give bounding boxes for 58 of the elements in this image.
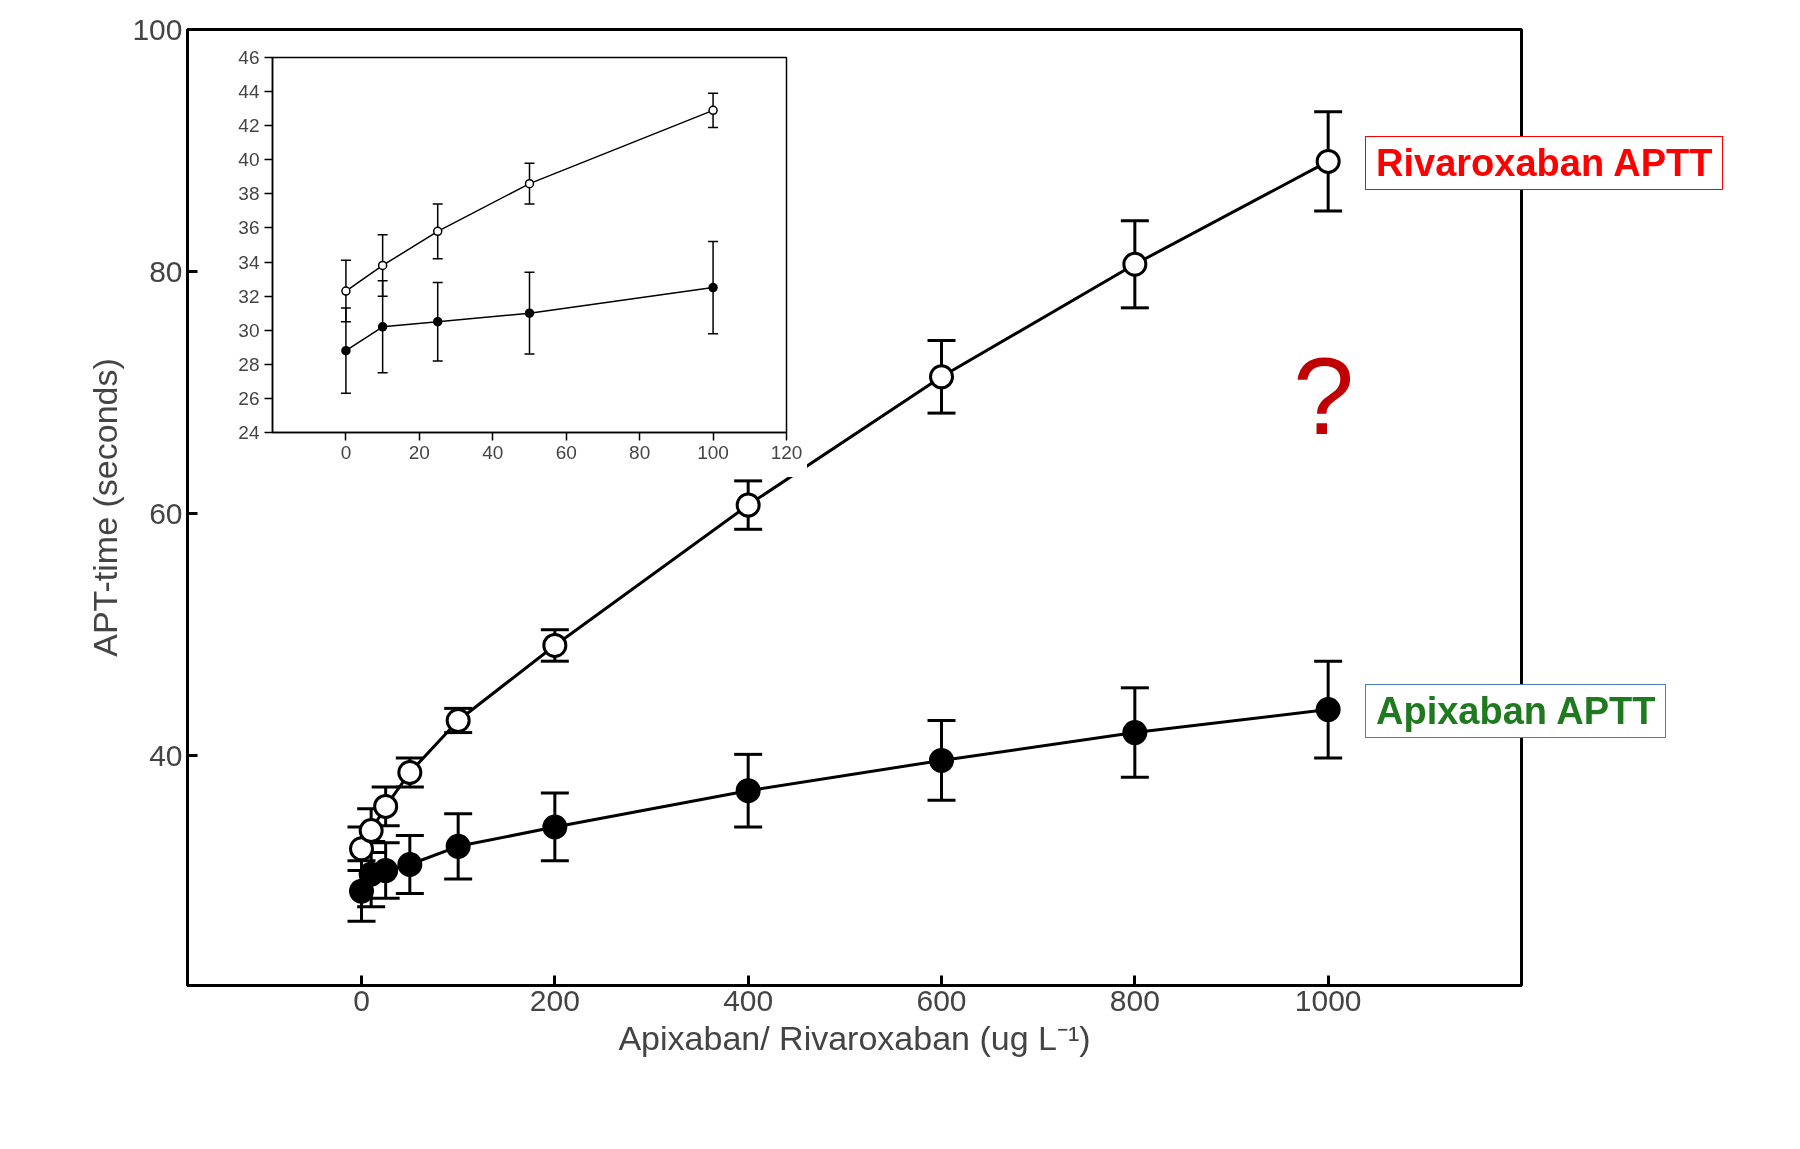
- y-tick-label: 44: [238, 81, 260, 103]
- x-tick-label: 100: [697, 441, 729, 463]
- x-tick-label: 200: [529, 983, 580, 1017]
- x-tick-label: 60: [555, 441, 577, 463]
- series-label: Rivaroxaban APTT: [1376, 141, 1713, 185]
- y-tick-label: 40: [149, 738, 183, 772]
- point: [377, 260, 388, 271]
- point: [373, 793, 399, 819]
- point: [1122, 251, 1148, 277]
- point: [445, 833, 471, 859]
- point: [708, 105, 718, 116]
- y-axis-title: APT-time (seconds): [86, 358, 125, 657]
- x-axis-title: Apixaban/ Rivaroxaban (ug L⁻¹): [618, 1018, 1091, 1057]
- x-tick-label: 120: [770, 441, 803, 463]
- x-tick-label: 800: [1109, 983, 1160, 1017]
- point: [341, 286, 351, 296]
- point: [524, 308, 535, 318]
- y-tick-label: 32: [238, 285, 260, 307]
- y-tick-label: 28: [238, 353, 260, 375]
- point: [524, 178, 535, 189]
- point: [349, 836, 374, 862]
- y-tick-label: 60: [149, 496, 183, 530]
- y-tick-label: 46: [238, 47, 260, 68]
- point: [397, 852, 423, 877]
- point: [1315, 148, 1341, 174]
- point: [1315, 697, 1341, 723]
- point: [373, 858, 399, 884]
- point: [432, 226, 443, 237]
- point: [929, 747, 954, 773]
- y-tick-label: 34: [238, 251, 260, 273]
- point: [929, 364, 954, 390]
- x-tick-label: 400: [723, 983, 774, 1017]
- x-tick-label: 0: [353, 983, 370, 1017]
- point: [542, 814, 568, 840]
- x-tick-label: 0: [340, 441, 352, 463]
- y-tick-label: 26: [238, 387, 260, 409]
- x-tick-label: 600: [916, 983, 967, 1017]
- y-tick-label: 24: [238, 422, 260, 443]
- x-tick-label: 80: [629, 441, 651, 463]
- point: [735, 778, 761, 804]
- point: [377, 322, 388, 332]
- point: [1122, 720, 1148, 746]
- y-tick-label: 36: [238, 217, 260, 239]
- y-tick-label: 38: [238, 183, 260, 205]
- series-label: Apixaban APTT: [1376, 689, 1656, 733]
- point: [735, 492, 761, 518]
- x-tick-label: 40: [482, 441, 504, 463]
- x-tick-label: 20: [408, 441, 430, 463]
- y-tick-label: 42: [238, 115, 260, 137]
- y-tick-label: 30: [238, 319, 260, 341]
- point: [708, 282, 718, 293]
- y-tick-label: 80: [149, 254, 183, 288]
- point: [341, 345, 351, 356]
- point: [432, 316, 443, 327]
- y-tick-label: 40: [238, 149, 260, 171]
- annotation: ?: [1293, 334, 1355, 457]
- y-tick-label: 100: [132, 12, 183, 46]
- x-tick-label: 1000: [1294, 983, 1362, 1017]
